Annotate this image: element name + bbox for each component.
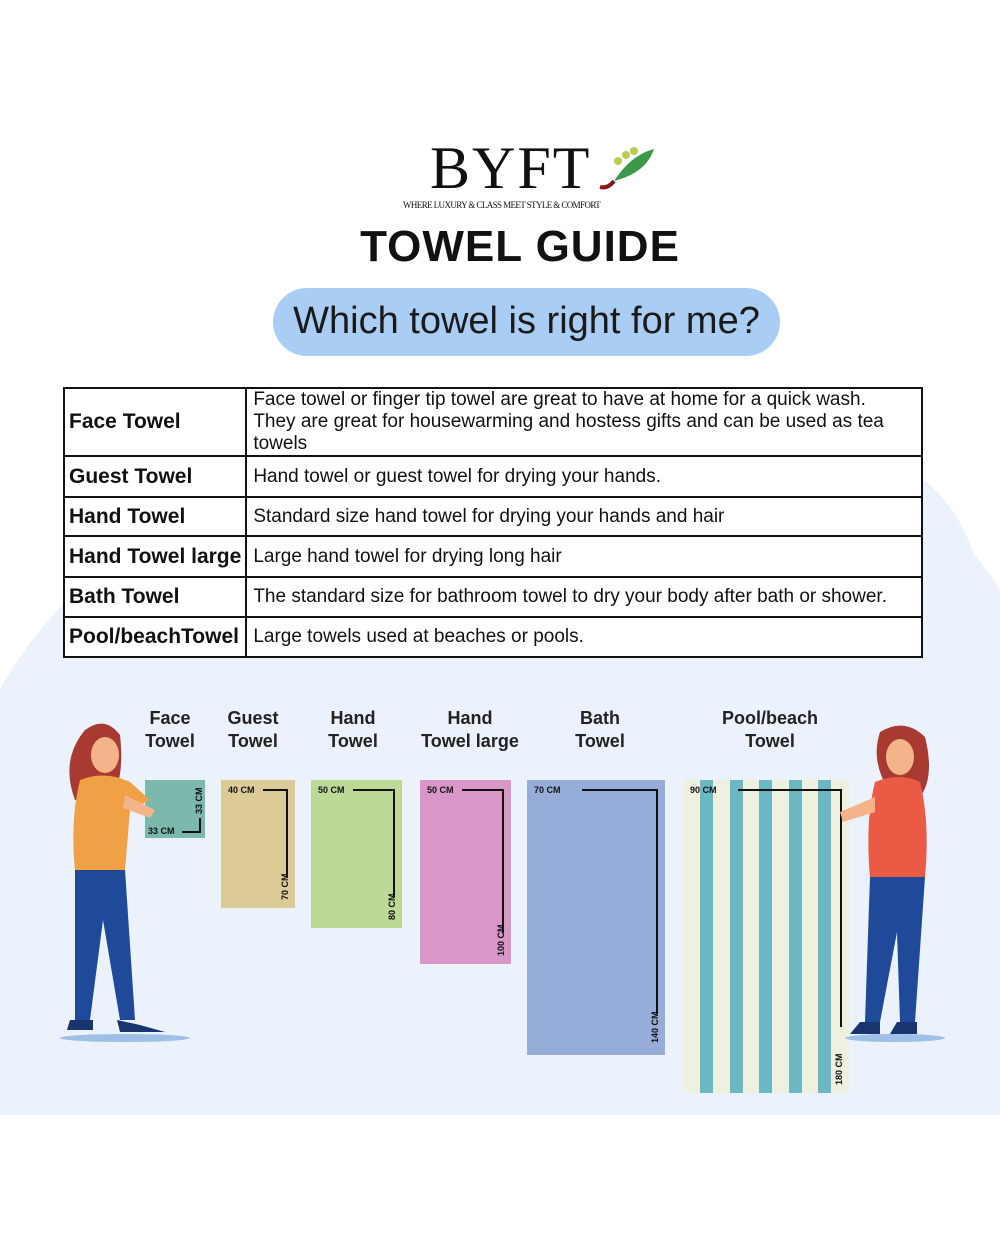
dimension-line	[656, 789, 658, 1014]
table-row: Hand Towel Standard size hand towel for d…	[62, 496, 923, 537]
towel-desc: The standard size for bathroom towel to …	[245, 576, 923, 618]
dimension-line	[840, 789, 842, 1027]
towel-label-line: Towel	[145, 731, 195, 751]
leaf-logo-icon	[599, 147, 654, 190]
brand-tagline: WHERE LUXURY & CLASS MEET STYLE & COMFOR…	[403, 200, 601, 210]
towel-swatch	[527, 780, 665, 1055]
desc-line: Face towel or finger tip towel are great…	[253, 389, 866, 410]
dimension-label: 90 CM	[690, 785, 717, 795]
towel-desc: Large towels used at beaches or pools.	[245, 616, 923, 658]
towel-stripe	[759, 780, 772, 1093]
towel-label-line: Towel	[328, 731, 378, 751]
towel-swatch	[683, 780, 849, 1093]
table-row: Pool/beachTowel Large towels used at beac…	[62, 616, 923, 658]
towel-label-line: Hand	[447, 708, 493, 728]
towel-stripe	[729, 780, 743, 1093]
towel-label-line: Towel	[228, 731, 278, 751]
towel-label: Bath Towel	[560, 707, 640, 753]
towel-label-line: Towel	[575, 731, 625, 751]
question-banner: Which towel is right for me?	[273, 288, 780, 356]
dimension-line	[393, 789, 395, 897]
dimension-label: 70 CM	[280, 873, 290, 900]
towel-label: Face Towel	[140, 707, 200, 753]
dimension-line	[582, 789, 656, 791]
table-row: Bath Towel The standard size for bathroom…	[62, 576, 923, 618]
brand-logo: BYFT	[430, 135, 592, 201]
table-row: Face Towel Face towel or finger tip towel…	[62, 387, 923, 457]
towel-swatch	[311, 780, 402, 928]
towel-stripe	[700, 780, 713, 1093]
dimension-line	[199, 818, 201, 833]
towel-label-line: Pool/beach	[721, 708, 819, 728]
dimension-line	[738, 789, 840, 791]
towel-swatch	[145, 780, 205, 838]
dimension-label: 100 CM	[496, 924, 506, 956]
dimension-line	[286, 789, 288, 877]
towel-label: Pool/beach Towel	[710, 707, 830, 753]
towel-table: Face Towel Face towel or finger tip towel…	[62, 387, 923, 658]
towel-name: Guest Towel	[62, 455, 248, 498]
desc-line: They are great for housewarming and host…	[253, 411, 884, 454]
dimension-label: 33 CM	[148, 826, 175, 836]
dimension-label: 50 CM	[318, 785, 345, 795]
towel-stripe	[818, 780, 831, 1093]
towel-label-line: Guest	[227, 708, 279, 728]
dimension-label: 70 CM	[534, 785, 561, 795]
dimension-label: 80 CM	[387, 893, 397, 920]
towel-name: Pool/beachTowel	[62, 616, 248, 658]
towel-label-line: Towel large	[421, 731, 519, 751]
towel-label-line: Face	[149, 708, 191, 728]
towel-label: Hand Towel	[310, 707, 396, 753]
towel-label-line: Towel	[745, 731, 795, 751]
page-title: TOWEL GUIDE	[360, 222, 680, 271]
towel-desc: Standard size hand towel for drying your…	[245, 496, 923, 537]
towel-name: Hand Towel large	[62, 535, 248, 578]
towel-label: Hand Towel large	[415, 707, 525, 753]
dimension-line	[182, 831, 200, 833]
table-row: Guest Towel Hand towel or guest towel for…	[62, 455, 923, 498]
towel-label: Guest Towel	[218, 707, 288, 753]
dimension-label: 50 CM	[427, 785, 454, 795]
towel-label-line: Hand	[330, 708, 376, 728]
dimension-label: 140 CM	[650, 1011, 660, 1043]
towel-desc: Face towel or finger tip towel are great…	[245, 387, 923, 457]
towel-swatch	[221, 780, 295, 908]
towel-name: Bath Towel	[62, 576, 248, 618]
dimension-line	[263, 789, 286, 791]
towel-stripe	[788, 780, 802, 1093]
woman-illustration-left	[60, 723, 190, 1042]
dimension-line	[462, 789, 502, 791]
table-row: Hand Towel large Large hand towel for dry…	[62, 535, 923, 578]
towel-name: Face Towel	[62, 387, 248, 457]
footer-space	[0, 1115, 1000, 1235]
towel-desc: Hand towel or guest towel for drying you…	[245, 455, 923, 498]
towel-swatch	[420, 780, 511, 964]
dimension-label: 33 CM	[194, 787, 204, 814]
dimension-line	[502, 789, 504, 933]
dimension-label: 40 CM	[228, 785, 255, 795]
towel-label-line: Bath	[580, 708, 620, 728]
woman-illustration-right	[840, 725, 945, 1042]
dimension-label: 180 CM	[834, 1053, 844, 1085]
towel-name: Hand Towel	[62, 496, 248, 537]
towel-desc: Large hand towel for drying long hair	[245, 535, 923, 578]
dimension-line	[353, 789, 393, 791]
